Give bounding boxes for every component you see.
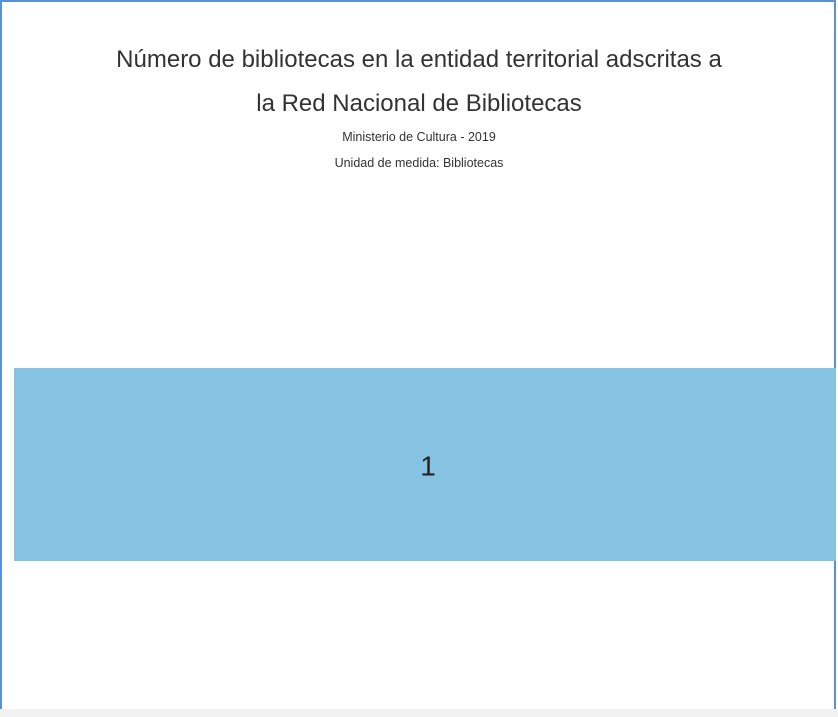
chart-title-line-1: Número de bibliotecas en la entidad terr…	[116, 46, 722, 73]
chart-title-line-2: la Red Nacional de Bibliotecas	[256, 90, 582, 117]
bottom-strip	[0, 709, 838, 717]
chart-subtitle-unit: Unidad de medida: Bibliotecas	[334, 156, 504, 170]
treemap-tile-0[interactable]	[14, 368, 836, 561]
treemap-data-label-0: 1	[420, 451, 436, 482]
chart-subtitle-source: Ministerio de Cultura - 2019	[342, 130, 496, 144]
